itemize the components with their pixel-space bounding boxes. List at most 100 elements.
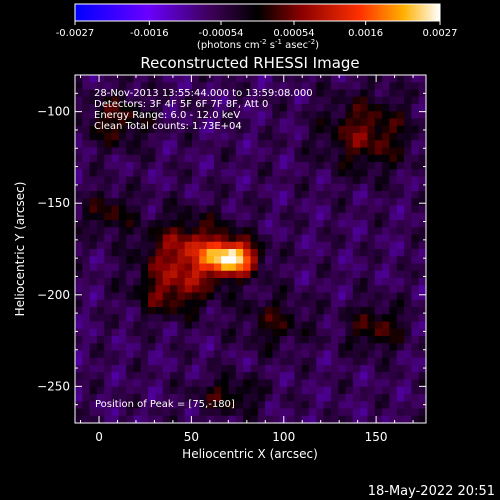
heatmap-cell (316, 365, 325, 373)
heatmap-cell (389, 140, 398, 149)
heatmap-cell (316, 350, 325, 359)
heatmap-cell (199, 249, 208, 257)
x-tick-label: 50 (184, 430, 199, 444)
heatmap-cell (228, 328, 237, 337)
heatmap-cell (316, 234, 325, 243)
heatmap-cell (352, 154, 361, 163)
heatmap-cell (418, 111, 427, 120)
heatmap-cell (367, 111, 376, 120)
heatmap-cell (104, 96, 113, 105)
heatmap-cell (250, 299, 259, 308)
heatmap-cell (177, 343, 186, 352)
heatmap-cell (316, 263, 325, 272)
heatmap-cell (279, 147, 288, 156)
heatmap-cell (272, 285, 281, 294)
heatmap-cell (155, 154, 164, 163)
heatmap-cell (396, 263, 405, 272)
heatmap-cell (352, 140, 361, 149)
heatmap-cell (279, 357, 288, 366)
heatmap-cell (89, 350, 98, 359)
heatmap-cell (82, 379, 91, 388)
heatmap-cell (228, 307, 237, 315)
heatmap-cell (345, 75, 354, 83)
heatmap-cell (330, 111, 339, 120)
heatmap-cell (374, 89, 383, 98)
heatmap-cell (301, 191, 310, 199)
heatmap-cell (228, 415, 237, 424)
heatmap-cell (155, 401, 164, 410)
heatmap-cell (192, 104, 200, 112)
heatmap-cell (265, 365, 274, 373)
heatmap-cell (140, 321, 149, 330)
heatmap-cell (104, 249, 113, 257)
heatmap-cell (133, 241, 142, 250)
heatmap-cell (287, 118, 295, 127)
heatmap-cell (235, 292, 244, 301)
heatmap-cell (206, 234, 215, 243)
heatmap-cell (243, 379, 252, 388)
heatmap-cell (243, 191, 252, 199)
heatmap-cell (89, 321, 98, 330)
heatmap-cell (177, 176, 186, 185)
heatmap-cell (235, 140, 244, 149)
heatmap-cell (133, 299, 142, 308)
heatmap-cell (75, 415, 83, 424)
heatmap-cell (192, 357, 200, 366)
heatmap-cell (338, 285, 347, 294)
heatmap-cell (382, 75, 391, 83)
heatmap-cell (96, 162, 105, 170)
heatmap-cell (338, 212, 347, 221)
heatmap-cell (360, 140, 369, 149)
heatmap-cell (162, 263, 171, 272)
heatmap-cell (360, 111, 369, 120)
heatmap-cell (294, 292, 303, 301)
heatmap-cell (162, 307, 171, 315)
heatmap-cell (221, 220, 230, 228)
heatmap-cell (228, 75, 237, 83)
heatmap-cell (111, 408, 120, 417)
heatmap-cell (418, 256, 427, 265)
heatmap-cell (338, 401, 347, 410)
heatmap-cell (104, 162, 113, 170)
heatmap-cell (360, 256, 369, 265)
heatmap-cell (170, 118, 178, 127)
heatmap-cell (250, 220, 259, 228)
heatmap-cell (96, 169, 105, 178)
heatmap-cell (170, 104, 178, 112)
heatmap-cell (184, 314, 193, 323)
heatmap-cell (82, 343, 91, 352)
heatmap-cell (177, 104, 186, 112)
heatmap-cell (192, 212, 200, 221)
heatmap-cell (330, 270, 339, 279)
heatmap-cell (199, 176, 208, 185)
heatmap-cell (272, 220, 281, 228)
heatmap-cell (316, 314, 325, 323)
heatmap-cell (309, 343, 317, 352)
heatmap-cell (96, 140, 105, 149)
heatmap-cell (257, 401, 266, 410)
heatmap-cell (177, 82, 186, 91)
heatmap-cell (199, 154, 208, 163)
heatmap-cell (89, 357, 98, 366)
heatmap-cell (396, 415, 405, 424)
heatmap-cell (257, 415, 266, 424)
heatmap-cell (345, 263, 354, 272)
heatmap-cell (294, 401, 303, 410)
heatmap-cell (404, 415, 412, 424)
heatmap-cell (323, 270, 332, 279)
heatmap-cell (111, 307, 120, 315)
heatmap-cell (75, 299, 83, 308)
heatmap-cell (118, 401, 127, 410)
heatmap-cell (75, 162, 83, 170)
heatmap-cell (250, 183, 259, 192)
heatmap-cell (382, 292, 391, 301)
heatmap-cell (411, 386, 420, 395)
heatmap-cell (170, 249, 178, 257)
heatmap-cell (279, 111, 288, 120)
heatmap-cell (396, 162, 405, 170)
heatmap-cell (221, 162, 230, 170)
heatmap-cell (177, 263, 186, 272)
heatmap-cell (323, 104, 332, 112)
heatmap-cell (250, 125, 259, 134)
heatmap-cell (184, 198, 193, 207)
